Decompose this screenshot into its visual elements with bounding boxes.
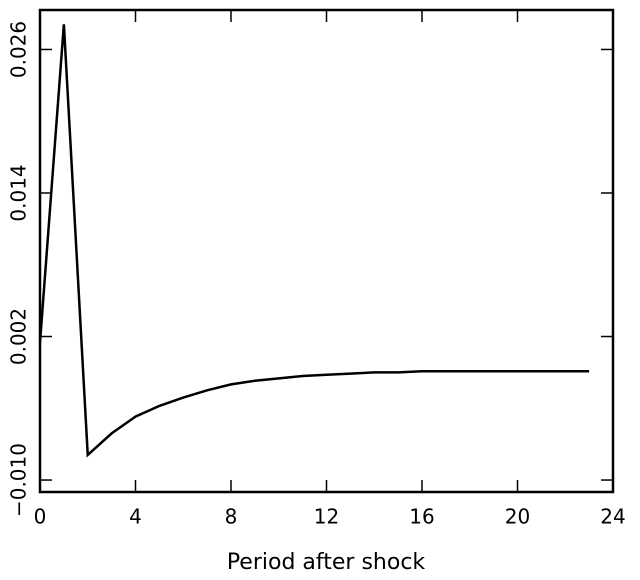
x-tick-label: 12 (314, 505, 339, 529)
x-tick-label: 8 (225, 505, 238, 529)
y-tick-label: 0.026 (7, 21, 31, 78)
x-axis-label: Period after shock (227, 550, 426, 575)
y-tick-label: 0.002 (7, 308, 31, 365)
x-tick-label: 16 (409, 505, 434, 529)
y-tick-label: −0.010 (7, 443, 31, 517)
x-tick-label: 4 (129, 505, 142, 529)
x-tick-label: 20 (505, 505, 530, 529)
plot-frame (38, 8, 615, 494)
series-line (38, 24, 590, 458)
x-tick-label: 0 (34, 505, 47, 529)
y-tick-label: 0.014 (7, 164, 31, 221)
x-tick-label: 24 (600, 505, 625, 529)
